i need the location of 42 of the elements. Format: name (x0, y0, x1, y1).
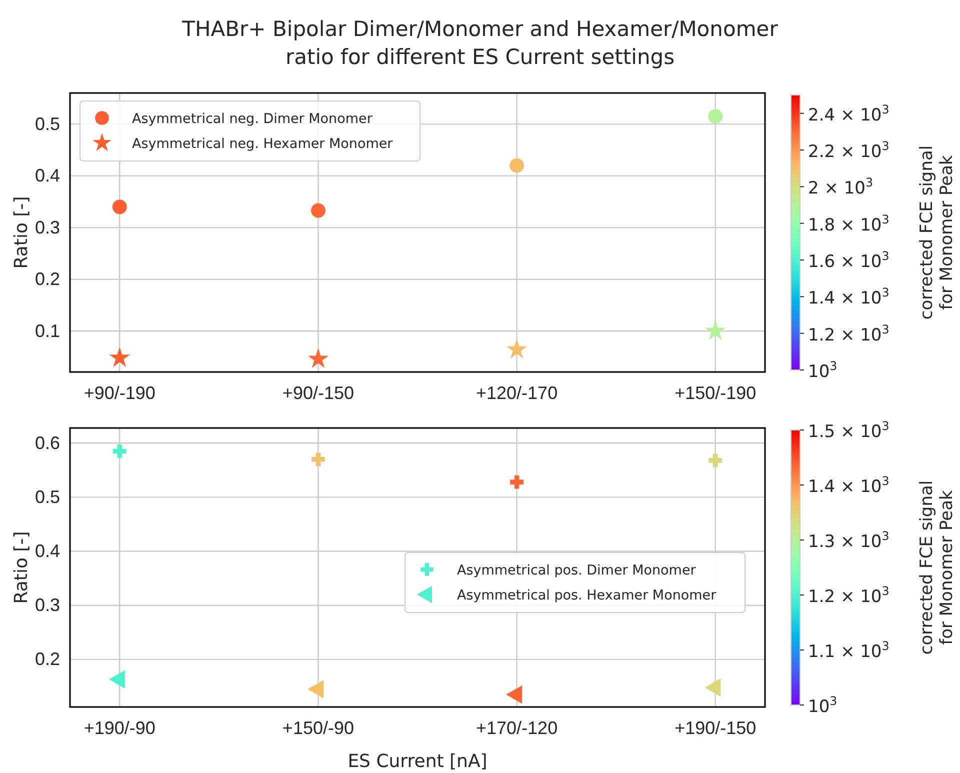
color-bar-label: 10$^{3}$ (808, 694, 838, 717)
y-tick-label: 0.2 (34, 269, 60, 290)
color-bar-label: 1.4 × 10$^{3}$ (808, 474, 890, 497)
color-bar-label: 1.3 × 10$^{3}$ (808, 529, 890, 552)
color-bar-title: corrected FCE signal for Monomer Peak (917, 145, 957, 320)
x-tick-label: +120/-170 (476, 382, 558, 403)
chart-title: THABr+ Bipolar Dimer/Monomer and Hexamer/Monomer ratio for different ES Current settings (181, 17, 778, 69)
x-tick-label: +190/-90 (84, 718, 156, 738)
y-axis-title: Ratio [-] (11, 531, 32, 604)
color-bar-label: 2.4 × 10$^{3}$ (808, 102, 890, 126)
legend-label: Asymmetrical pos. Dimer Monomer (457, 562, 696, 578)
color-bar-title: corrected FCE signal for Monomer Peak (917, 480, 957, 655)
color-bar-label: 1.4 × 10$^{3}$ (808, 286, 890, 309)
color-bar-label: 2.2 × 10$^{3}$ (808, 139, 890, 162)
color-bar-label: 1.6 × 10$^{3}$ (808, 249, 890, 272)
color-bar-label: 1.5 × 10$^{3}$ (808, 419, 890, 442)
color-bar-label: 1.2 × 10$^{3}$ (808, 584, 890, 607)
y-tick-label: 0.5 (34, 114, 60, 134)
color-bar-label: 1.2 × 10$^{3}$ (808, 322, 890, 346)
x-tick-label: +150/-90 (282, 718, 354, 738)
y-tick-label: 0.3 (34, 217, 60, 238)
y-tick-label: 0.6 (34, 432, 60, 453)
x-axis-title: ES Current [nA] (348, 751, 488, 772)
color-bar-label: 1.1 × 10$^{3}$ (808, 639, 890, 662)
legend-label: Asymmetrical neg. Dimer Monomer (132, 111, 373, 127)
y-tick-label: 0.1 (34, 320, 60, 341)
y-tick-label: 0.4 (34, 166, 60, 186)
color-bar-label: 1.8 × 10$^{3}$ (808, 212, 890, 236)
color-bar-label: 10$^{3}$ (808, 359, 838, 382)
color-bar-label: 2 × 10$^{3}$ (808, 176, 874, 199)
x-tick-label: +90/-150 (282, 382, 354, 403)
y-tick-label: 0.5 (34, 486, 60, 507)
legend-label: Asymmetrical pos. Hexamer Monomer (457, 588, 717, 604)
x-tick-label: +190/-150 (674, 718, 756, 738)
y-tick-label: 0.2 (34, 649, 60, 670)
y-tick-label: 0.3 (34, 595, 60, 616)
legend-label: Asymmetrical neg. Hexamer Monomer (132, 136, 394, 152)
x-tick-label: +90/-190 (84, 382, 156, 403)
y-tick-label: 0.4 (34, 541, 60, 562)
y-axis-title: Ratio [-] (11, 196, 32, 269)
x-tick-label: +170/-120 (476, 718, 558, 738)
x-tick-label: +150/-190 (674, 382, 756, 403)
